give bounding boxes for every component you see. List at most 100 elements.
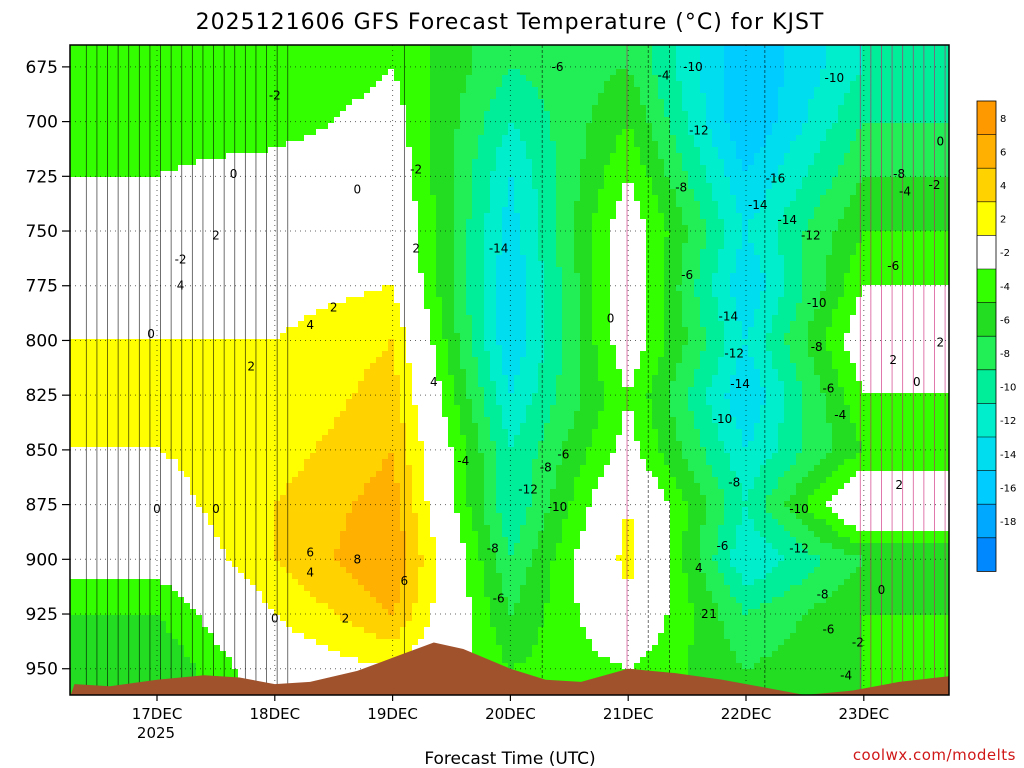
temperature-cell [196,597,203,604]
temperature-cell [268,567,275,574]
temperature-cell [184,129,191,136]
temperature-cell [262,603,269,610]
temperature-cell [202,105,209,112]
temperature-cell [70,183,77,190]
temperature-cell [130,657,137,664]
temperature-cell [100,477,107,484]
temperature-cell [172,159,179,166]
temperature-cell [226,297,233,304]
temperature-cell [286,261,293,268]
temperature-cell [208,321,215,328]
temperature-cell [106,639,113,646]
temperature-cell [82,231,89,238]
temperature-cell [328,369,335,376]
temperature-cell [256,219,263,226]
temperature-cell [340,417,347,424]
temperature-cell [292,147,299,154]
temperature-cell [238,279,245,286]
temperature-cell [190,75,197,82]
temperature-cell [298,213,305,220]
temperature-cell [322,609,329,616]
temperature-cell [124,369,131,376]
temperature-cell [280,255,287,262]
temperature-cell [196,465,203,472]
temperature-cell [124,531,131,538]
temperature-cell [268,81,275,88]
temperature-cell [178,135,185,142]
temperature-cell [334,303,341,310]
temperature-cell [202,417,209,424]
temperature-cell [184,357,191,364]
temperature-cell [124,663,131,670]
temperature-cell [310,75,317,82]
temperature-cell [226,465,233,472]
temperature-cell [154,519,161,526]
temperature-cell [220,225,227,232]
temperature-cell [262,417,269,424]
temperature-cell [328,75,335,82]
temperature-cell [178,183,185,190]
temperature-cell [142,345,149,352]
temperature-cell [184,633,191,640]
temperature-cell [316,543,323,550]
temperature-cell [112,513,119,520]
temperature-cell [190,639,197,646]
temperature-cell [208,441,215,448]
temperature-cell [262,621,269,628]
temperature-cell [76,669,83,676]
temperature-cell [208,555,215,562]
temperature-cell [316,381,323,388]
temperature-cell [106,279,113,286]
temperature-cell [202,207,209,214]
temperature-cell [238,57,245,64]
temperature-cell [82,597,89,604]
temperature-cell [280,363,287,370]
temperature-cell [232,657,239,664]
temperature-cell [190,363,197,370]
temperature-cell [316,483,323,490]
temperature-cell [184,483,191,490]
temperature-cell [286,597,293,604]
temperature-cell [286,159,293,166]
temperature-cell [106,243,113,250]
temperature-cell [154,351,161,358]
temperature-cell [184,315,191,322]
temperature-cell [172,387,179,394]
temperature-cell [304,675,311,682]
temperature-cell [190,279,197,286]
temperature-cell [310,609,317,616]
temperature-cell [166,75,173,82]
temperature-cell [310,87,317,94]
temperature-cell [298,171,305,178]
temperature-cell [208,183,215,190]
temperature-cell [208,75,215,82]
temperature-cell [166,189,173,196]
temperature-cell [286,567,293,574]
temperature-cell [256,663,263,670]
temperature-cell [202,621,209,628]
temperature-cell [190,81,197,88]
temperature-cell [238,375,245,382]
temperature-cell [76,63,83,70]
temperature-cell [172,495,179,502]
temperature-cell [316,651,323,658]
temperature-cell [226,399,233,406]
temperature-cell [142,195,149,202]
temperature-cell [142,99,149,106]
temperature-cell [202,51,209,58]
temperature-cell [322,525,329,532]
temperature-cell [286,105,293,112]
temperature-cell [286,507,293,514]
temperature-cell [328,561,335,568]
temperature-cell [250,141,257,148]
temperature-cell [196,147,203,154]
temperature-cell [100,225,107,232]
temperature-cell [322,429,329,436]
temperature-cell [172,213,179,220]
temperature-cell [298,231,305,238]
temperature-cell [124,537,131,544]
temperature-cell [226,357,233,364]
temperature-cell [244,255,251,262]
temperature-cell [160,267,167,274]
temperature-cell [160,381,167,388]
